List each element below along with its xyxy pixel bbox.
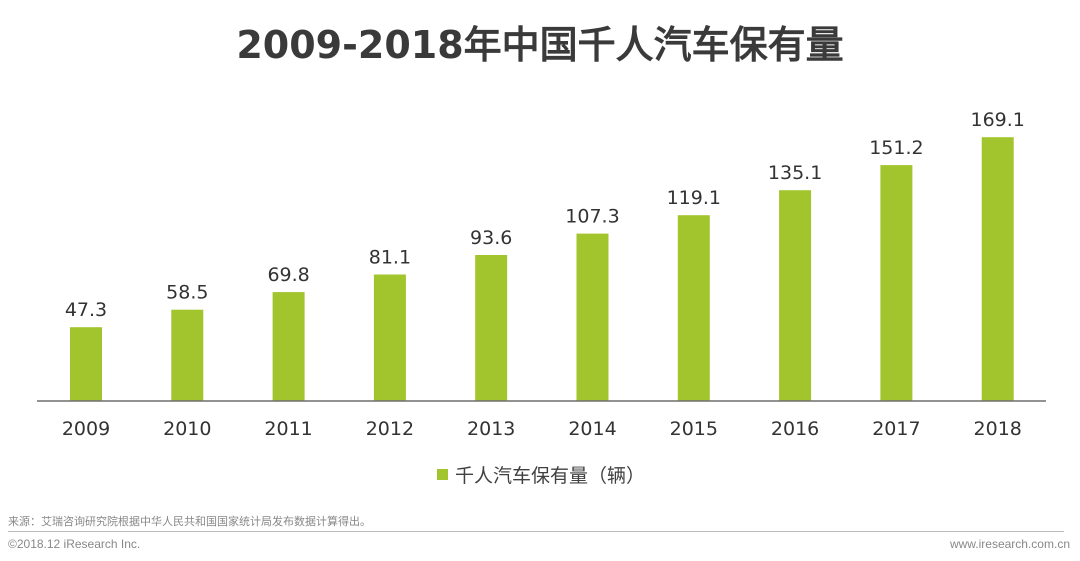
bar-2014	[576, 233, 609, 401]
value-label-2017: 151.2	[869, 137, 923, 159]
tick-label-2010: 2010	[163, 418, 211, 440]
bar-chart: 47.3 58.5 69.8 81.1 93.6 107.3 119.1 135.1 151.2…	[37, 109, 1046, 487]
tick-label-2011: 2011	[264, 418, 312, 440]
value-label-2012: 81.1	[369, 247, 411, 269]
source-note: 来源：艾瑞咨询研究院根据中华人民共和国国家统计局发布数据计算得出。	[8, 515, 371, 528]
value-label-2016: 135.1	[768, 162, 822, 184]
bar-2017	[880, 165, 913, 401]
bar-2010	[171, 309, 204, 401]
bar-2011	[272, 292, 305, 401]
tick-label-2017: 2017	[872, 418, 920, 440]
value-labels-group: 47.3 58.5 69.8 81.1 93.6 107.3 119.1 135.1 151.2…	[65, 109, 1025, 321]
tick-label-2013: 2013	[467, 418, 515, 440]
value-label-2009: 47.3	[65, 299, 107, 321]
bar-2012	[373, 274, 406, 401]
bars-group	[70, 137, 1014, 401]
bar-2013	[475, 255, 508, 401]
value-label-2013: 93.6	[470, 227, 512, 249]
tick-label-2015: 2015	[670, 418, 718, 440]
tick-label-2016: 2016	[771, 418, 819, 440]
tick-label-2018: 2018	[974, 418, 1022, 440]
chart-title: 2009-2018年中国千人汽车保有量	[236, 23, 844, 67]
tick-label-2012: 2012	[366, 418, 414, 440]
bar-2018	[981, 137, 1014, 401]
value-label-2010: 58.5	[166, 282, 208, 304]
tick-labels-group: 2009 2010 2011 2012 2013 2014 2015 2016 2017 2018	[62, 418, 1022, 440]
legend-swatch	[437, 469, 448, 480]
footer-divider	[8, 531, 1064, 532]
legend: 千人汽车保有量（辆）	[437, 465, 645, 487]
tick-label-2009: 2009	[62, 418, 110, 440]
value-label-2011: 69.8	[267, 264, 309, 286]
bar-2015	[677, 215, 710, 401]
value-label-2018: 169.1	[970, 109, 1024, 131]
website-link[interactable]: www.iresearch.com.cn	[949, 537, 1070, 551]
value-label-2015: 119.1	[667, 187, 721, 209]
bar-2016	[779, 190, 812, 401]
tick-label-2014: 2014	[568, 418, 616, 440]
value-label-2014: 107.3	[565, 206, 619, 228]
bar-2009	[70, 327, 102, 401]
copyright-text: ©2018.12 iResearch Inc.	[8, 537, 141, 551]
legend-label: 千人汽车保有量（辆）	[455, 465, 645, 487]
